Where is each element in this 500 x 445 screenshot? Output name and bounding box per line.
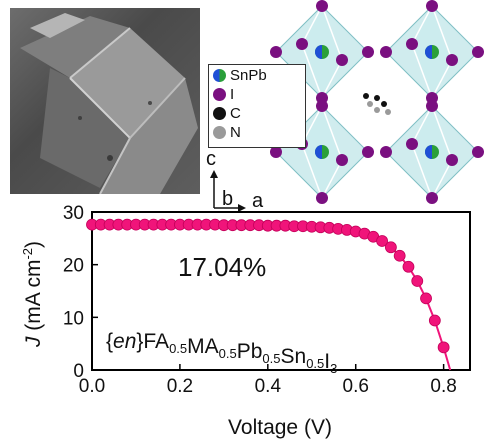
y-tick-label: 20 <box>63 256 84 277</box>
x-tick-label: 0.0 <box>79 376 105 397</box>
y-tick-label: 0 <box>73 361 84 382</box>
pce-annotation: 17.04% <box>178 252 266 282</box>
data-point <box>376 235 388 247</box>
x-tick-label: 0.2 <box>167 376 193 397</box>
legend-label-c: C <box>230 105 241 122</box>
data-point <box>420 292 432 305</box>
legend-label-n: N <box>230 124 241 141</box>
data-point <box>384 241 397 254</box>
crystal-structure <box>262 0 500 212</box>
atom-legend: SnPb I C N <box>208 64 306 148</box>
y-tick-label: 30 <box>63 203 84 224</box>
octahedra-network <box>270 0 484 204</box>
crystal-axes-indicator: c b a <box>200 148 280 214</box>
carbon-icon <box>213 107 226 120</box>
data-point <box>393 249 406 262</box>
axis-c-label: c <box>206 148 216 170</box>
data-point <box>437 341 450 354</box>
y-axis-label: J (mA cm-2) <box>20 241 45 348</box>
x-tick-label: 0.6 <box>343 376 369 397</box>
axis-a-label: a <box>252 190 264 212</box>
x-tick-label: 0.4 <box>255 376 282 397</box>
x-axis-label: Voltage (V) <box>228 416 332 439</box>
iodine-icon <box>213 88 226 101</box>
y-tick-label: 10 <box>63 308 84 329</box>
x-tick-label: 0.8 <box>430 376 456 397</box>
snpb-icon <box>213 69 226 82</box>
jv-chart: 0.0 0.2 0.4 0.6 0.8 0 10 20 30 17.04% {en}FA0.5M… <box>0 198 500 440</box>
plot-frame <box>91 211 471 371</box>
legend-label-i: I <box>230 86 235 103</box>
axis-b-label: b <box>222 188 234 210</box>
sem-micrograph <box>10 8 200 194</box>
legend-label-snpb: SnPb <box>230 67 267 84</box>
data-point <box>411 275 424 287</box>
nitrogen-icon <box>213 126 226 139</box>
formula-annotation: {en}FA0.5MA0.5Pb0.5Sn0.5I3 <box>106 330 337 376</box>
data-point <box>428 314 441 327</box>
data-point <box>402 260 415 273</box>
